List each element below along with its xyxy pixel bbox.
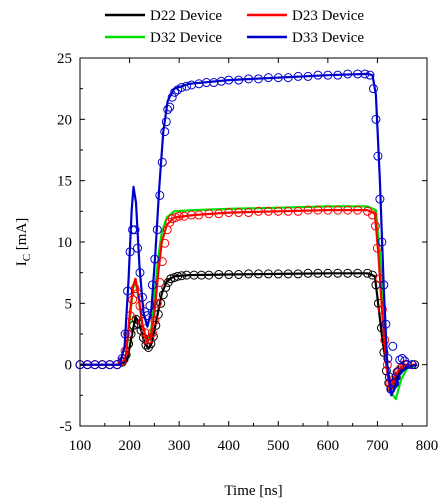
data-point	[367, 210, 377, 220]
data-point	[402, 360, 412, 370]
x-axis-label: Time [ns]	[224, 483, 282, 499]
y-axis-label: IC [mA]	[14, 218, 33, 267]
x-tick-label: 500	[267, 438, 290, 454]
legend-label: D33 Device	[292, 30, 364, 46]
y-tick-label: 15	[57, 174, 72, 190]
legend-label: D23 Device	[292, 8, 364, 24]
y-tick-label: 20	[57, 112, 72, 128]
y-tick-label: 10	[57, 235, 72, 251]
legend-item: D22 Device	[105, 8, 222, 24]
x-tick-label: 100	[69, 438, 92, 454]
x-tick-label: 700	[366, 438, 389, 454]
y-tick-label: -5	[60, 419, 73, 435]
x-tick-label: 300	[168, 438, 191, 454]
y-tick-label: 0	[65, 358, 73, 374]
data-point	[388, 341, 398, 351]
series-layer	[75, 69, 420, 401]
x-tick-label: 400	[217, 438, 240, 454]
y-tick-label: 25	[57, 51, 72, 67]
data-point	[365, 70, 375, 80]
y-axis-label-unit: [mA]	[14, 218, 30, 254]
y-tick-label: 5	[65, 296, 73, 312]
legend-item: D23 Device	[247, 8, 364, 24]
legend-label: D32 Device	[150, 30, 222, 46]
y-axis-label-main: I	[14, 261, 30, 266]
series-line	[80, 72, 418, 397]
axes-layer: 100 200 300 400 500 600 700 800 -5 0 5 10 15 20 25	[57, 51, 438, 454]
data-point	[397, 354, 407, 364]
x-tick-label: 600	[317, 438, 340, 454]
legend-label: D22 Device	[150, 8, 222, 24]
legend-item: D32 Device	[105, 30, 222, 46]
legend: D22 Device D23 Device D32 Device D33 Device	[105, 8, 364, 46]
series-d33-device	[75, 69, 418, 397]
y-axis-label-subscript: C	[21, 254, 33, 261]
x-tick-label: 800	[416, 438, 439, 454]
legend-item: D33 Device	[247, 30, 364, 46]
x-tick-label: 200	[118, 438, 141, 454]
data-point	[145, 301, 155, 311]
data-point	[367, 270, 377, 280]
plot-frame	[79, 57, 428, 427]
